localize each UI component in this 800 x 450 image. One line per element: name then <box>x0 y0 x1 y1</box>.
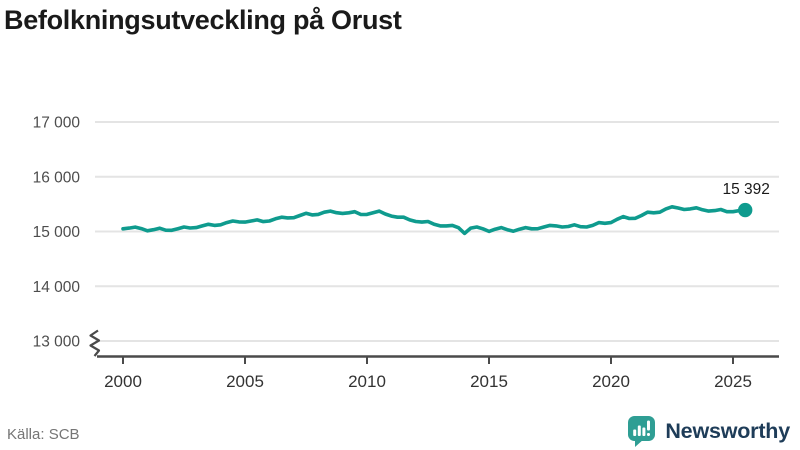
y-axis-label: 17 000 <box>33 115 81 132</box>
source-label: Källa: SCB <box>7 426 80 443</box>
chart-title: Befolkningsutveckling på Orust <box>4 5 402 35</box>
x-axis-label: 2025 <box>714 372 752 391</box>
y-axis-break-icon <box>89 329 101 357</box>
newsworthy-wordmark: Newsworthy <box>665 419 790 443</box>
x-axis-label: 2005 <box>226 372 264 391</box>
y-axis-label: 16 000 <box>33 169 81 186</box>
x-axis-ticks <box>122 357 734 364</box>
x-axis-label: 2010 <box>348 372 386 391</box>
latest-value-dot <box>738 202 753 218</box>
x-axis-labels: 2000 2005 2010 2015 2020 2025 <box>104 372 752 391</box>
y-axis-label: 13 000 <box>33 334 81 351</box>
gridlines <box>95 121 779 342</box>
newsworthy-logo: Newsworthy <box>627 415 790 448</box>
population-series-line <box>121 205 747 236</box>
y-axis-labels: 13 000 14 000 15 000 16 000 17 000 <box>33 115 81 351</box>
x-axis-label: 2015 <box>470 372 508 391</box>
newsworthy-logo-icon <box>628 416 656 447</box>
latest-value-label: 15 392 <box>722 181 770 199</box>
x-axis-label: 2020 <box>592 372 630 391</box>
y-axis-label: 14 000 <box>33 279 81 296</box>
y-axis-label: 15 000 <box>33 224 81 241</box>
x-axis-label: 2000 <box>104 372 142 391</box>
